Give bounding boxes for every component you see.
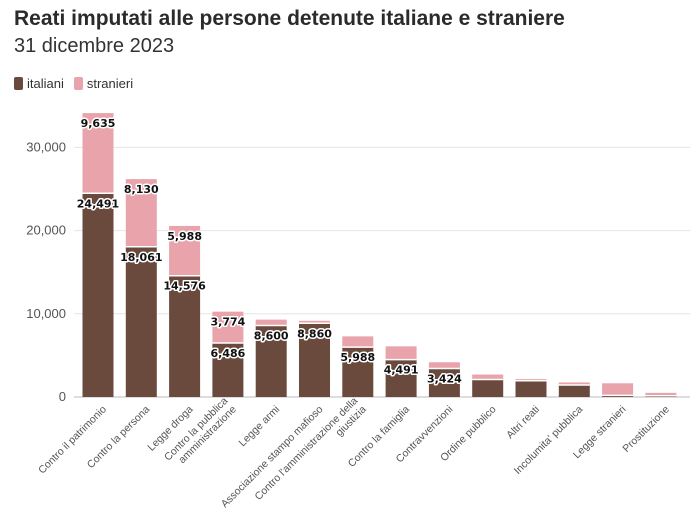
bar-stranieri (82, 113, 114, 194)
bar-stranieri (299, 320, 330, 324)
data-label-italiani: 6,486 (211, 347, 246, 360)
x-tick-label: Altri reati (504, 403, 542, 441)
bar-stranieri (255, 319, 287, 326)
legend-item-italiani: italiani (14, 76, 64, 91)
legend-label-italiani: italiani (27, 76, 64, 91)
legend-label-stranieri: stranieri (86, 76, 134, 91)
y-tick-label: 10,000 (26, 306, 66, 321)
bar-stranieri (125, 179, 157, 247)
bar-stranieri (558, 382, 590, 385)
bar-italiani (558, 384, 590, 397)
data-label-stranieri: 3,774 (211, 316, 246, 329)
bar-italiani (255, 325, 287, 397)
bar-italiani (169, 275, 201, 397)
data-label-italiani: 14,576 (163, 280, 206, 293)
data-label-stranieri: 5,988 (167, 230, 202, 243)
bar-italiani (212, 343, 244, 397)
data-label-italiani: 8,860 (297, 327, 332, 340)
bar-stranieri (428, 362, 460, 369)
data-label-italiani: 18,061 (120, 251, 162, 264)
chart-subtitle: 31 dicembre 2023 (14, 35, 175, 57)
bar-italiani (472, 379, 504, 397)
y-tick-label: 20,000 (26, 223, 66, 238)
bar-stranieri (602, 383, 634, 396)
bar-italiani (299, 323, 330, 397)
bar-italiani (125, 246, 157, 397)
bar-italiani (428, 368, 460, 397)
y-tick-label: 30,000 (26, 139, 66, 154)
bar-italiani (342, 347, 374, 397)
x-tick-label-line: Legge armi (237, 403, 283, 449)
data-label-italiani: 24,491 (77, 197, 119, 210)
data-label-italiani: 8,600 (254, 329, 289, 342)
bar-italiani (385, 359, 417, 397)
x-tick-label: Legge armi (237, 403, 283, 449)
data-label-italiani: 5,988 (340, 351, 375, 364)
data-label-italiani: 4,491 (384, 364, 419, 377)
y-tick-label: 0 (59, 389, 66, 404)
bar-stranieri (515, 379, 547, 381)
bar-stranieri (645, 392, 677, 396)
legend: italiani stranieri (14, 76, 143, 91)
bar-stranieri (342, 336, 374, 348)
bar-italiani (82, 193, 114, 397)
legend-item-stranieri: stranieri (73, 76, 134, 91)
bar-stranieri (472, 374, 504, 380)
chart-title: Reati imputati alle persone detenute ita… (14, 7, 565, 30)
bar-stranieri (169, 225, 201, 276)
data-label-italiani: 3,424 (427, 373, 462, 386)
data-label-stranieri: 8,130 (124, 183, 159, 196)
x-tick-label: Prostituzione (620, 403, 672, 455)
legend-swatch-stranieri (73, 77, 83, 90)
bar-italiani (515, 380, 547, 397)
x-tick-label-line: Altri reati (504, 403, 542, 441)
bar-italiani (602, 395, 634, 397)
bar-stranieri (385, 346, 417, 360)
data-label-stranieri: 9,635 (81, 117, 116, 130)
legend-swatch-italiani (14, 77, 23, 90)
bar-stranieri (212, 311, 244, 344)
x-tick-label-line: Prostituzione (620, 403, 672, 455)
